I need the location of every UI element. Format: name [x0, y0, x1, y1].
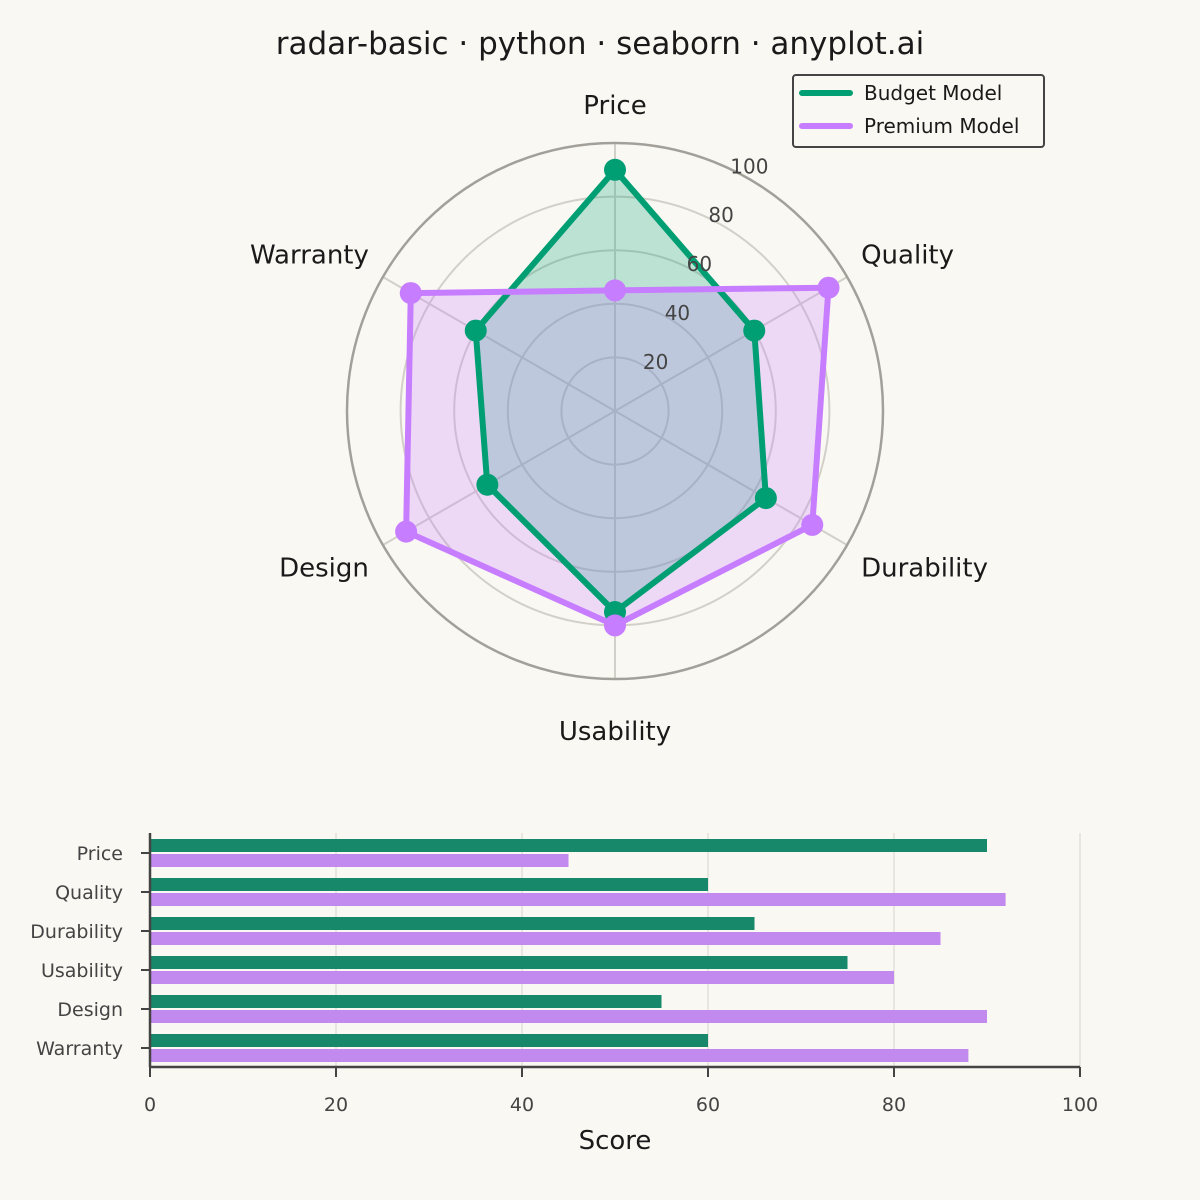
radar-spoke-design	[382, 410, 616, 546]
radar-point-premium-model-design	[395, 520, 418, 543]
radar-point-premium-model-warranty	[399, 282, 422, 305]
radar-point-premium-model-usability	[604, 614, 626, 637]
radar-labels: 20 40 60 80 100 Price Quality Durability Usabili…	[250, 91, 988, 747]
bar-ylabel-quality: Quality	[55, 882, 123, 904]
legend-label-budget-model: Budget Model	[864, 81, 1002, 105]
bar-xtick-label-0: 0	[144, 1094, 156, 1116]
bar-budget-model-durability	[150, 917, 755, 930]
radar-point-premium-model-quality	[817, 276, 840, 299]
radar-category-warranty: Warranty	[250, 241, 369, 271]
bar-xlabel: Score	[579, 1126, 652, 1156]
bar-grid	[335, 833, 1081, 1067]
bar-premium-model-quality	[150, 893, 1006, 906]
radar-fill-budget-model	[475, 169, 766, 613]
bar-ylabel-usability: Usability	[41, 960, 123, 982]
radar-spoke-quality	[614, 276, 848, 412]
radar-outer-ring	[345, 141, 885, 681]
bar-marks	[150, 839, 1006, 1062]
bar-premium-model-design	[150, 1010, 987, 1023]
chart-title: radar-basic · python · seaborn · anyplot…	[275, 26, 925, 62]
radar-point-budget-model-design	[476, 473, 499, 496]
legend-box	[792, 74, 1045, 148]
radar-point-premium-model-price	[604, 279, 626, 302]
bar-budget-model-design	[150, 995, 662, 1008]
radar-category-usability: Usability	[559, 717, 671, 747]
bar-premium-model-price	[150, 854, 569, 867]
radar-point-budget-model-quality	[743, 319, 766, 342]
bar-premium-model-usability	[150, 971, 894, 984]
radar-point-budget-model-price	[604, 158, 626, 181]
bar-budget-model-warranty	[150, 1034, 708, 1047]
radar-spoke-warranty	[382, 276, 616, 412]
bar-axes: Price Quality Durability Usability Design War…	[30, 833, 1098, 1156]
radar-rtick-60: 60	[687, 252, 712, 276]
radar-rtick-40: 40	[665, 301, 690, 325]
radar-category-design: Design	[279, 554, 369, 584]
bar-ylabel-warranty: Warranty	[36, 1038, 123, 1060]
bar-premium-model-warranty	[150, 1049, 969, 1062]
radar-category-durability: Durability	[861, 554, 988, 584]
bar-ylabel-price: Price	[77, 843, 123, 865]
bar-premium-model-durability	[150, 932, 941, 945]
legend-label-premium-model: Premium Model	[864, 114, 1019, 138]
bar-budget-model-quality	[150, 878, 708, 891]
radar-point-premium-model-durability	[801, 513, 824, 536]
radar-series	[395, 158, 840, 637]
radar-rtick-80: 80	[708, 203, 733, 227]
bar-xtick-label-100: 100	[1062, 1094, 1098, 1116]
radar-chart: 20 40 60 80 100 Price Quality Durability Usabili…	[250, 74, 1045, 747]
legend: Budget Model Premium Model	[792, 74, 1045, 148]
bar-xtick-label-80: 80	[882, 1094, 906, 1116]
bar-budget-model-usability	[150, 956, 848, 969]
radar-point-budget-model-durability	[754, 487, 777, 510]
radar-category-quality: Quality	[861, 241, 954, 271]
bar-xtick-label-60: 60	[696, 1094, 720, 1116]
bar-ylabel-design: Design	[57, 999, 123, 1021]
radar-rtick-100: 100	[730, 154, 768, 178]
bar-xtick-label-20: 20	[324, 1094, 348, 1116]
radar-fill-premium-model	[406, 287, 829, 626]
bar-xtick-label-40: 40	[510, 1094, 534, 1116]
bar-budget-model-price	[150, 839, 987, 852]
bar-ylabel-durability: Durability	[30, 921, 123, 943]
radar-point-budget-model-warranty	[464, 319, 487, 342]
radar-category-price: Price	[583, 91, 646, 121]
radar-rtick-20: 20	[643, 350, 668, 374]
